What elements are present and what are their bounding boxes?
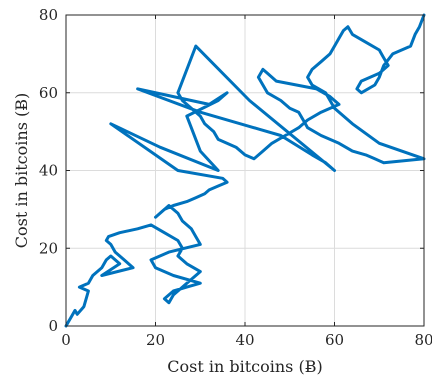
x-tick-label: 0 xyxy=(61,331,71,349)
y-tick-label: 20 xyxy=(39,239,58,257)
y-tick-label: 0 xyxy=(48,317,58,335)
x-tick-label: 80 xyxy=(414,331,432,349)
ticks xyxy=(65,14,425,327)
tick-labels: 0 20 40 60 80 0 20 40 60 80 xyxy=(39,6,432,349)
x-axis-title: Cost in bitcoins (Ƀ) xyxy=(167,357,322,376)
x-tick-label: 40 xyxy=(235,331,254,349)
y-axis-title: Cost in bitcoins (Ƀ) xyxy=(12,93,31,248)
y-tick-label: 40 xyxy=(39,162,58,180)
y-tick-label: 60 xyxy=(39,84,58,102)
y-tick-label: 80 xyxy=(39,6,58,24)
grid xyxy=(65,14,425,327)
x-tick-label: 60 xyxy=(325,331,344,349)
series-layer xyxy=(64,13,426,328)
x-tick-label: 20 xyxy=(146,331,165,349)
series-line xyxy=(64,13,426,328)
